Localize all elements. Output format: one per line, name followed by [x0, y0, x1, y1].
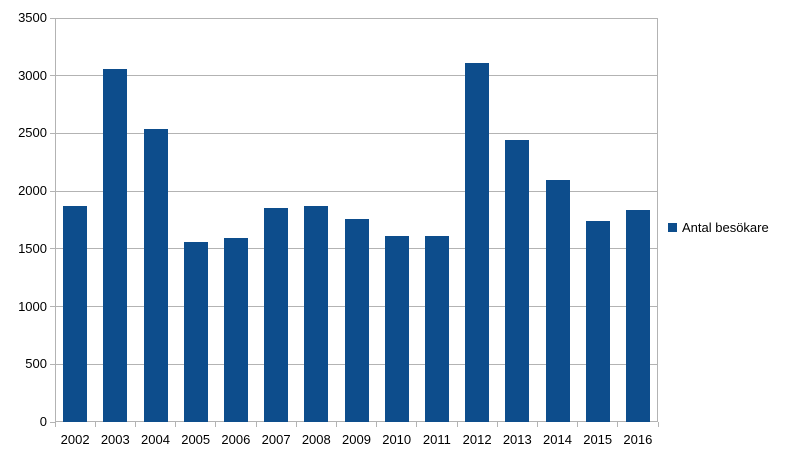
x-axis-tick-label: 2007	[261, 432, 291, 447]
y-axis-tick	[50, 306, 55, 308]
bar-2006	[224, 238, 248, 422]
x-axis-tick-label: 2010	[382, 432, 412, 447]
bar-2007	[264, 207, 288, 422]
bar-2005	[184, 241, 208, 422]
y-axis-tick	[50, 421, 55, 423]
x-axis-tick	[134, 422, 136, 427]
y-axis-tick	[50, 248, 55, 250]
bar-2010	[385, 236, 409, 422]
x-axis-tick-label: 2016	[623, 432, 653, 447]
y-axis-tick	[50, 75, 55, 77]
x-axis-tick	[335, 422, 337, 427]
bar-2009	[345, 218, 369, 422]
x-axis-tick	[54, 422, 56, 427]
bar-2012	[465, 63, 489, 422]
x-axis-tick-label: 2009	[342, 432, 371, 447]
bar-2002	[63, 206, 87, 422]
x-axis-tick	[536, 422, 538, 427]
y-axis-tick-label: 1000	[18, 298, 47, 314]
bar-2015	[586, 221, 610, 422]
x-axis-tick-label: 2002	[60, 432, 90, 447]
y-axis-tick	[50, 190, 55, 192]
bar-2014	[546, 179, 570, 422]
x-axis-tick	[657, 422, 659, 427]
x-axis-tick-label: 2015	[583, 432, 613, 447]
x-axis-tick-label: 2003	[100, 432, 130, 447]
y-axis-tick	[50, 17, 55, 19]
x-axis-tick	[94, 422, 96, 427]
y-axis-tick-label: 1500	[18, 240, 47, 256]
bar-2004	[144, 128, 168, 422]
y-axis-tick-label: 2500	[18, 125, 47, 141]
h-gridline	[55, 75, 658, 77]
x-axis-tick	[617, 422, 619, 427]
x-axis-tick-label: 2006	[221, 432, 251, 447]
x-axis-tick	[456, 422, 458, 427]
legend-label: Antal besökare	[682, 220, 769, 235]
y-axis-tick-label: 0	[39, 414, 47, 429]
x-axis-tick-label: 2013	[502, 432, 532, 447]
bar-2016	[626, 209, 650, 422]
x-axis-tick	[215, 422, 217, 427]
x-axis-tick-label: 2005	[181, 432, 211, 447]
x-axis-tick-label: 2014	[543, 432, 572, 447]
bar-2013	[505, 140, 529, 422]
y-axis-tick-label: 3500	[18, 10, 47, 25]
h-gridline	[55, 190, 658, 192]
bar-2011	[425, 236, 449, 422]
x-axis-tick	[577, 422, 579, 427]
x-axis-tick	[255, 422, 257, 427]
h-gridline	[55, 132, 658, 134]
x-axis-tick-label: 2008	[301, 432, 331, 447]
y-axis-tick-label: 3000	[18, 67, 47, 83]
x-axis-tick	[376, 422, 378, 427]
x-axis-tick-label: 2004	[141, 432, 170, 447]
x-axis-tick-label: 2011	[422, 432, 451, 447]
y-axis-tick-label: 2000	[18, 183, 47, 199]
y-axis-tick	[50, 363, 55, 365]
x-axis-tick	[416, 422, 418, 427]
y-axis-tick	[50, 132, 55, 134]
legend-marker-swatch	[668, 223, 677, 232]
x-axis-tick	[496, 422, 498, 427]
y-axis-tick-label: 500	[25, 356, 47, 372]
bar-2003	[103, 68, 127, 422]
legend: Antal besökare	[668, 220, 769, 235]
x-axis-tick	[295, 422, 297, 427]
x-axis-tick	[175, 422, 177, 427]
bar-2008	[304, 206, 328, 422]
x-axis-tick-label: 2012	[462, 432, 492, 447]
